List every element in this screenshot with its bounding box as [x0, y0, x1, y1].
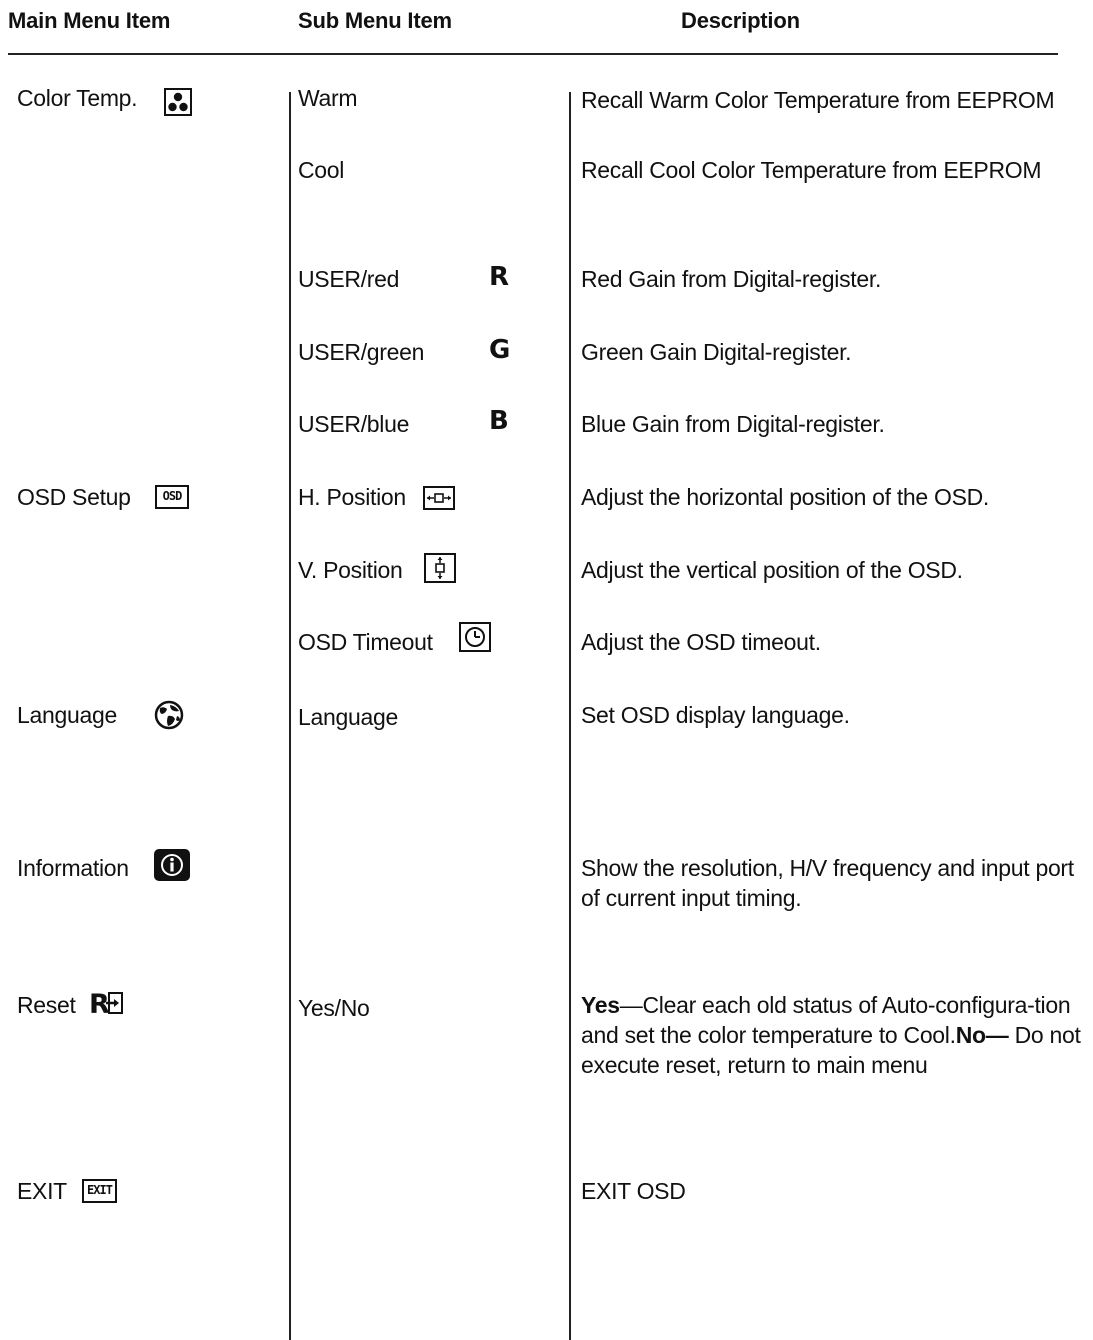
- desc-exit: EXIT OSD: [581, 1178, 686, 1204]
- desc-reset-yes-label: Yes: [581, 992, 620, 1018]
- info-icon: [153, 848, 191, 882]
- sub-column-divider: [289, 92, 291, 1340]
- main-item-osd-setup: OSD Setup: [17, 484, 131, 510]
- header-description: Description: [681, 8, 800, 33]
- desc-reset-no-text: Do not execute reset, return to main men…: [581, 1022, 1081, 1078]
- header-divider: [8, 53, 1058, 55]
- horizontal-position-icon: [423, 486, 455, 510]
- main-item-information: Information: [17, 855, 129, 881]
- desc-user-blue: Blue Gain from Digital-register.: [581, 411, 885, 437]
- sub-item-cool: Cool: [298, 157, 345, 183]
- sub-item-osd-timeout: OSD Timeout: [298, 629, 433, 655]
- desc-column-divider: [569, 92, 571, 1340]
- exit-icon: EXIT: [82, 1179, 117, 1203]
- desc-language: Set OSD display language.: [581, 702, 850, 728]
- desc-reset-yes-text: —Clear each old status of Auto-configura…: [581, 992, 1071, 1048]
- sub-item-user-green: USER/green: [298, 339, 425, 365]
- desc-information: Show the resolution, H/V frequency and i…: [581, 855, 1074, 911]
- svg-text:R: R: [89, 989, 110, 1018]
- desc-warm: Recall Warm Color Temperature from EEPRO…: [581, 87, 1055, 113]
- sub-item-user-blue: USER/blue: [298, 411, 410, 437]
- desc-reset-no-label: No—: [955, 1022, 1009, 1048]
- vertical-position-icon: [424, 553, 456, 583]
- main-item-exit: EXIT: [17, 1178, 67, 1204]
- desc-reset: Yes—Clear each old status of Auto-config…: [581, 990, 1089, 1080]
- sub-item-v-position: V. Position: [298, 557, 403, 583]
- desc-user-red: Red Gain from Digital-register.: [581, 266, 882, 292]
- desc-osd-timeout: Adjust the OSD timeout.: [581, 629, 821, 655]
- sub-item-h-position: H. Position: [298, 484, 406, 510]
- green-letter-icon: G: [489, 335, 511, 365]
- main-item-reset: Reset: [17, 992, 76, 1018]
- main-item-language: Language: [17, 702, 117, 728]
- blue-letter-icon: B: [489, 406, 509, 436]
- desc-v-position: Adjust the vertical position of the OSD.: [581, 557, 963, 583]
- desc-cool: Recall Cool Color Temperature from EEPRO…: [581, 157, 1042, 183]
- sub-item-language: Language: [298, 704, 398, 730]
- globe-icon: [154, 700, 184, 730]
- header-sub-menu-item: Sub Menu Item: [298, 8, 452, 33]
- sub-item-user-red: USER/red: [298, 266, 400, 292]
- color-dots-icon: [164, 88, 192, 116]
- red-letter-icon: R: [489, 262, 510, 292]
- desc-h-position: Adjust the horizontal position of the OS…: [581, 484, 990, 510]
- desc-user-green: Green Gain Digital-register.: [581, 339, 852, 365]
- main-item-color-temp: Color Temp.: [17, 85, 138, 111]
- reset-icon: R: [89, 988, 125, 1020]
- sub-item-yes-no: Yes/No: [298, 995, 370, 1021]
- osd-icon: OSD: [155, 485, 189, 509]
- sub-item-warm: Warm: [298, 85, 358, 111]
- header-main-menu-item: Main Menu Item: [8, 8, 171, 33]
- clock-icon: [459, 622, 491, 652]
